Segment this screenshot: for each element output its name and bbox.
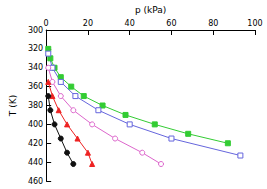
svg-text:440: 440 (28, 158, 43, 167)
svg-text:60: 60 (166, 19, 176, 28)
svg-text:360: 360 (28, 82, 43, 91)
svg-text:420: 420 (28, 139, 43, 148)
svg-text:20: 20 (83, 19, 93, 28)
svg-text:400: 400 (28, 120, 43, 129)
svg-text:p (kPa): p (kPa) (135, 5, 166, 15)
svg-text:100: 100 (247, 19, 262, 28)
svg-text:T (K): T (K) (8, 95, 18, 117)
svg-text:300: 300 (28, 26, 43, 35)
svg-text:40: 40 (125, 19, 135, 28)
svg-text:380: 380 (28, 101, 43, 110)
svg-text:320: 320 (28, 44, 43, 53)
svg-text:0: 0 (44, 19, 49, 28)
svg-text:340: 340 (28, 63, 43, 72)
svg-text:80: 80 (208, 19, 218, 28)
svg-text:460: 460 (28, 177, 43, 186)
